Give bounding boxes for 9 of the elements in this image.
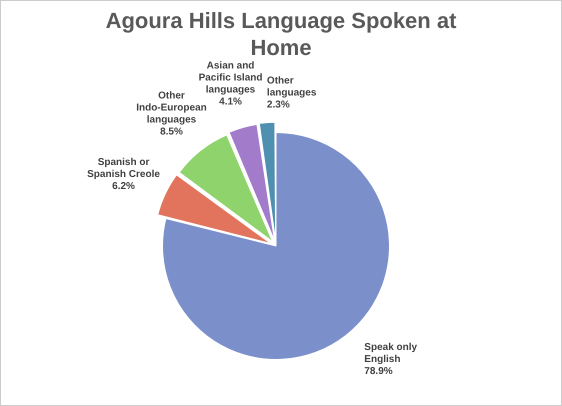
data-label: 6.2% [112,181,136,192]
slice-label: Other languages [266,76,317,99]
data-label: 2.3% [266,100,290,111]
slice-label: Speak only English [364,342,418,365]
data-label: 78.9% [364,366,393,377]
data-label: 8.5% [160,126,183,138]
data-label: 4.1% [219,96,242,108]
chart-title: Agoura Hills Language Spoken at Home [104,7,458,61]
slice-label: Spanish or Spanish Creole [87,157,160,180]
